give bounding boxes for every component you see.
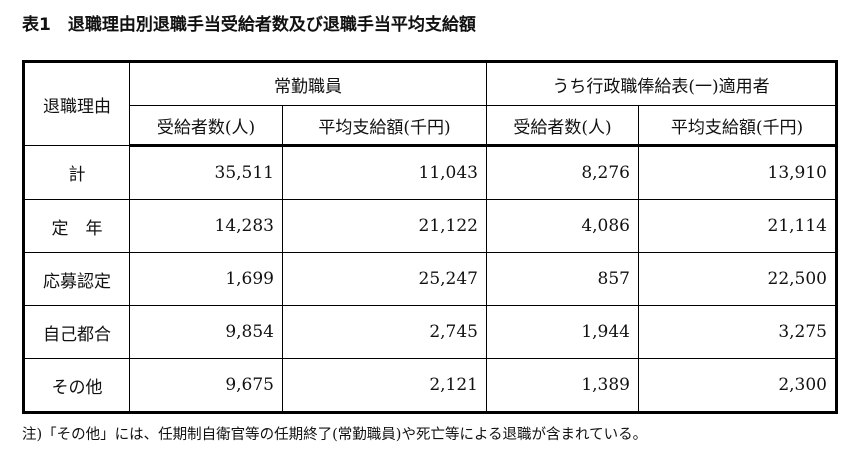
table-cell: 3,275 <box>638 305 837 359</box>
row-label: 応募認定 <box>23 252 130 306</box>
table-cell: 8,276 <box>486 145 639 200</box>
table-cell: 35,511 <box>129 145 283 200</box>
group-header-admin-salary: うち行政職俸給表(一)適用者 <box>486 61 837 106</box>
table-row: 計 35,511 11,043 8,276 13,910 <box>23 145 837 200</box>
table-cell: 1,944 <box>486 305 639 359</box>
table-cell: 21,114 <box>638 199 837 253</box>
table-row: 定 年 14,283 21,122 4,086 21,114 <box>23 199 837 253</box>
table-cell: 4,086 <box>486 199 639 253</box>
table-cell: 9,854 <box>129 305 283 359</box>
table-cell: 14,283 <box>129 199 283 253</box>
row-label: 定 年 <box>23 199 130 253</box>
table-cell: 2,121 <box>282 358 487 413</box>
row-label: 自己都合 <box>23 305 130 359</box>
table-cell: 11,043 <box>282 145 487 200</box>
table-row: 自己都合 9,854 2,745 1,944 3,275 <box>23 305 837 359</box>
table-row: その他 9,675 2,121 1,389 2,300 <box>23 358 837 413</box>
col-header-recipients: 受給者数(人) <box>129 105 283 147</box>
table-cell: 1,389 <box>486 358 639 413</box>
table-cell: 1,699 <box>129 252 283 306</box>
row-label: 計 <box>23 145 130 200</box>
table-title: 表1 退職理由別退職手当受給者数及び退職手当平均支給額 <box>22 15 476 35</box>
retirement-allowance-table: 退職理由 常勤職員 うち行政職俸給表(一)適用者 受給者数(人) 平均支給額(千… <box>22 60 838 414</box>
col-header-avg-amount: 平均支給額(千円) <box>282 105 487 147</box>
table-cell: 857 <box>486 252 639 306</box>
table-cell: 25,247 <box>282 252 487 306</box>
table-cell: 2,745 <box>282 305 487 359</box>
table-cell: 9,675 <box>129 358 283 413</box>
table-cell: 22,500 <box>638 252 837 306</box>
col-header-avg-amount: 平均支給額(千円) <box>638 105 837 147</box>
row-label: その他 <box>23 358 130 413</box>
footnote: 注)「その他」には、任期制自衛官等の任期終了(常勤職員)や死亡等による退職が含ま… <box>22 427 648 443</box>
group-header-regular-staff: 常勤職員 <box>129 61 487 106</box>
col-header-recipients: 受給者数(人) <box>486 105 639 147</box>
table-cell: 2,300 <box>638 358 837 413</box>
table-cell: 21,122 <box>282 199 487 253</box>
table-cell: 13,910 <box>638 145 837 200</box>
table-row: 応募認定 1,699 25,247 857 22,500 <box>23 252 837 306</box>
row-header-retirement-reason: 退職理由 <box>23 61 130 146</box>
